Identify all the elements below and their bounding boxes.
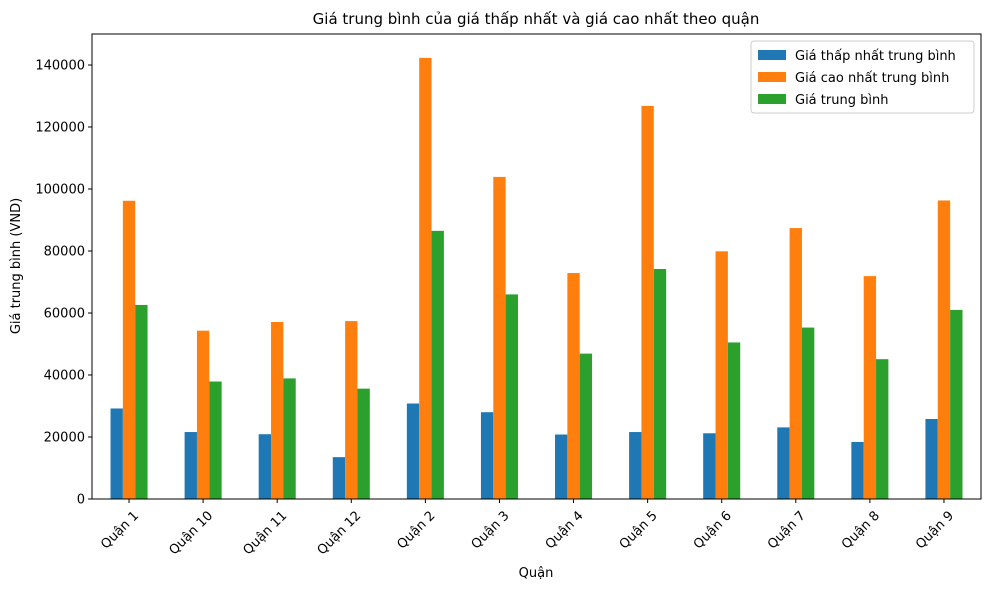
legend-swatch-2 — [758, 72, 786, 82]
bar-series-3-category-1 — [135, 304, 148, 499]
bar-series-1-category-2 — [184, 432, 197, 499]
bar-series-1-category-7 — [555, 434, 568, 499]
legend: Giá thấp nhất trung bình Giá cao nhất tru… — [750, 40, 975, 114]
plot-frame — [91, 33, 982, 500]
legend-swatch-1 — [758, 50, 786, 60]
y-tick-label: 40000 — [44, 369, 85, 384]
bar-series-1-category-5 — [406, 403, 420, 499]
x-tick-label: Quận 2 — [395, 508, 439, 552]
bar-series-3-category-10 — [801, 327, 815, 499]
bar-series-2-category-10 — [789, 228, 802, 499]
legend-label-3: Giá trung bình — [795, 93, 888, 108]
bar-series-1-category-6 — [480, 412, 494, 499]
y-tick-label: 120000 — [35, 121, 85, 136]
legend-label-2: Giá cao nhất trung bình — [795, 71, 949, 86]
bar-series-2-category-9 — [715, 251, 728, 499]
x-axis-label: Quận — [519, 566, 554, 581]
legend-label-1: Giá thấp nhất trung bình — [795, 49, 956, 64]
bar-series-3-category-9 — [727, 342, 741, 499]
x-tick-label: Quận 10 — [166, 508, 216, 558]
bar-series-2-category-6 — [493, 176, 506, 499]
bar-series-3-category-3 — [283, 378, 296, 499]
x-tick-label: Quận 12 — [315, 508, 365, 558]
x-tick-label: Quận 3 — [469, 508, 513, 552]
x-tick-label: Quận 6 — [691, 508, 735, 552]
x-tick-label: Quận 7 — [765, 508, 809, 552]
bar-series-2-category-3 — [271, 321, 284, 499]
legend-swatch-3 — [758, 94, 786, 104]
x-tick-label: Quận 9 — [913, 508, 957, 552]
x-tick-label: Quận 5 — [617, 508, 661, 552]
legend-box — [750, 40, 975, 114]
bar-series-3-category-8 — [653, 268, 667, 499]
x-tick-label: Quận 4 — [543, 508, 587, 552]
bar-series-3-category-5 — [431, 230, 444, 499]
y-tick-label: 140000 — [35, 59, 85, 74]
bar-series-2-category-1 — [122, 200, 136, 499]
bar-series-3-category-2 — [209, 381, 222, 499]
bar-series-3-category-12 — [950, 309, 963, 499]
bar-series-1-category-4 — [332, 457, 346, 499]
bar-series-3-category-4 — [357, 388, 370, 499]
bar-series-1-category-3 — [258, 434, 272, 499]
bar-series-3-category-7 — [579, 353, 593, 499]
bar-series-3-category-11 — [876, 359, 889, 499]
x-tick-label: Quận 1 — [98, 508, 142, 552]
bar-series-1-category-10 — [777, 427, 790, 499]
bar-series-1-category-8 — [629, 432, 642, 499]
bar-series-1-category-1 — [110, 408, 123, 499]
bar-series-2-category-12 — [937, 200, 951, 499]
x-tick-label: Quận 8 — [839, 508, 883, 552]
bar-series-2-category-2 — [196, 330, 210, 499]
y-tick-label: 60000 — [44, 307, 85, 322]
y-tick-label: 80000 — [44, 245, 85, 260]
x-tick-label: Quận 11 — [241, 508, 291, 558]
bar-series-1-category-9 — [703, 433, 716, 499]
bar-series-2-category-4 — [345, 321, 358, 499]
y-axis-label: Giá trung bình (VND) — [9, 198, 24, 334]
bar-series-2-category-8 — [641, 105, 654, 500]
bar-series-2-category-5 — [419, 57, 432, 500]
chart-title: Giá trung bình của giá thấp nhất và giá … — [313, 10, 760, 28]
bar-series-2-category-7 — [567, 273, 580, 499]
bar-series-1-category-11 — [851, 441, 864, 499]
bar-series-3-category-6 — [505, 294, 518, 499]
y-tick-label: 100000 — [35, 183, 85, 198]
bar-series-1-category-12 — [925, 419, 938, 499]
y-tick-label: 20000 — [44, 431, 85, 446]
bar-series-2-category-11 — [863, 276, 877, 499]
y-tick-label: 0 — [77, 493, 85, 508]
